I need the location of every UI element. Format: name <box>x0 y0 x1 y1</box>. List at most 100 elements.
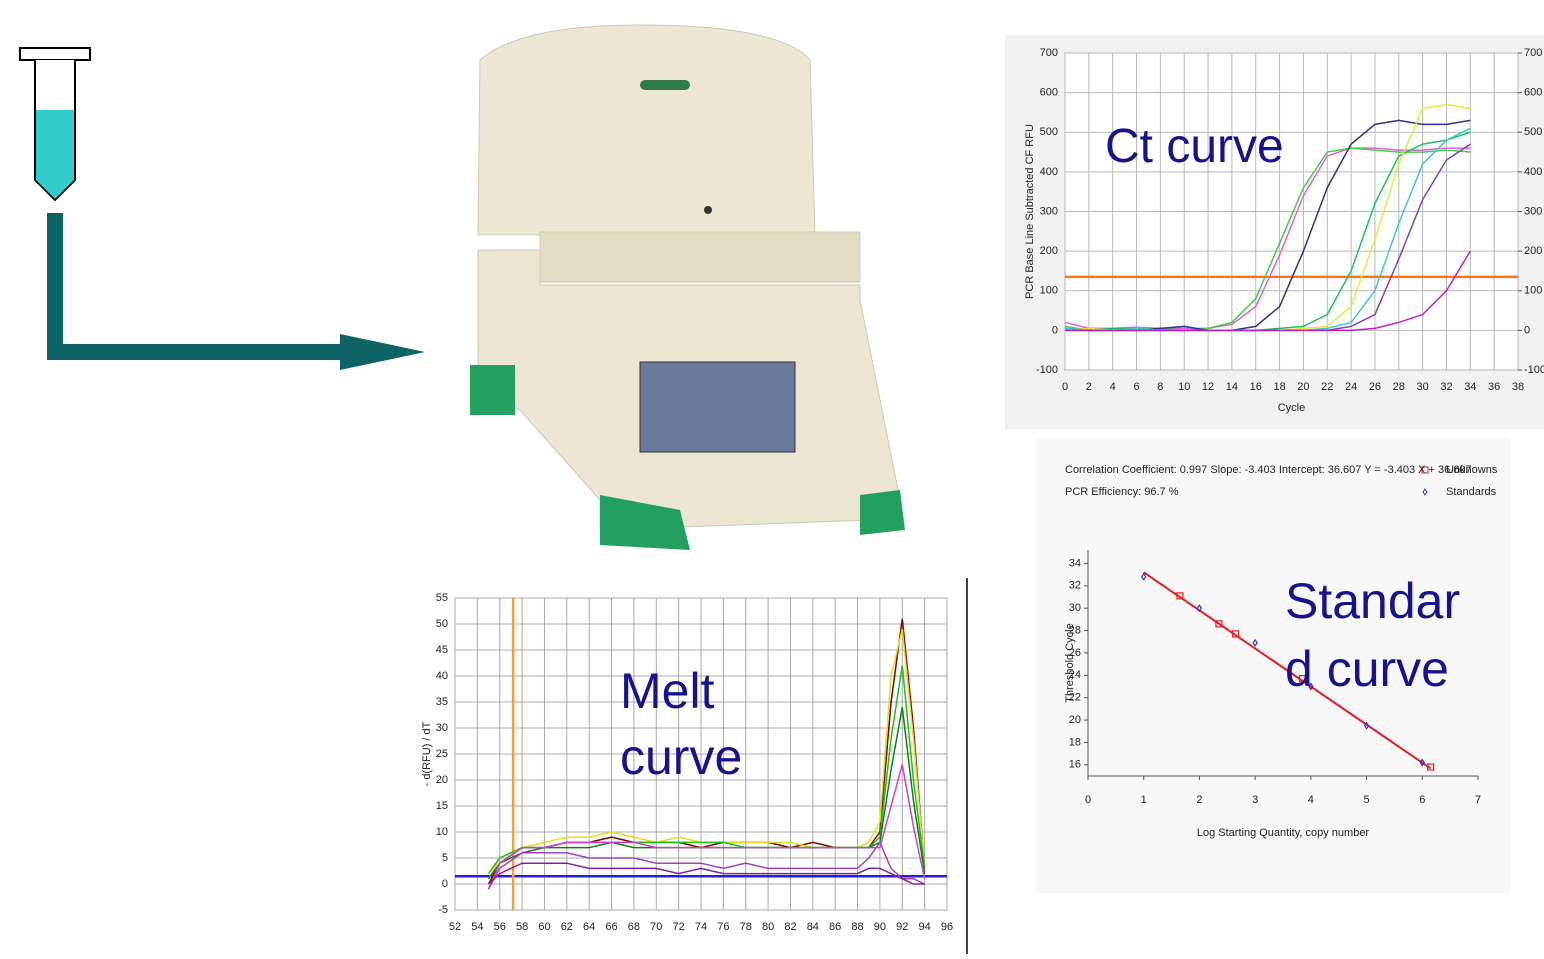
annotation: Melt <box>620 663 715 719</box>
y-tick-label: 35 <box>436 696 448 708</box>
tube-icon <box>20 48 90 200</box>
x-tick-label: 7 <box>1475 794 1481 806</box>
y2-tick-label: 600 <box>1524 87 1542 99</box>
y-axis-label: - d(RFU) / dT <box>421 721 433 786</box>
x-tick-label: 72 <box>673 921 685 933</box>
annotation: Ct curve <box>1105 120 1284 173</box>
x-tick-label: 20 <box>1297 381 1309 393</box>
y-axis-label: Threshold Cycle <box>1064 623 1076 702</box>
x-tick-label: 0 <box>1062 381 1068 393</box>
x-tick-label: 10 <box>1178 381 1190 393</box>
x-tick-label: 18 <box>1273 381 1285 393</box>
x-tick-label: 26 <box>1369 381 1381 393</box>
y-tick-label: 16 <box>1069 759 1081 771</box>
x-tick-label: 62 <box>561 921 573 933</box>
info-text: PCR Efficiency: 96.7 % <box>1065 486 1179 498</box>
x-tick-label: 74 <box>695 921 707 933</box>
x-tick-label: 92 <box>896 921 908 933</box>
x-tick-label: 2 <box>1086 381 1092 393</box>
x-tick-label: 84 <box>807 921 819 933</box>
x-tick-label: 88 <box>851 921 863 933</box>
x-tick-label: 36 <box>1488 381 1500 393</box>
y-tick-label: 5 <box>442 852 448 864</box>
annotation: curve <box>620 729 742 785</box>
x-tick-label: 2 <box>1196 794 1202 806</box>
x-tick-label: 52 <box>449 921 461 933</box>
y-tick-label: 0 <box>1052 324 1058 336</box>
y-tick-label: 400 <box>1040 166 1058 178</box>
x-tick-label: 90 <box>874 921 886 933</box>
x-tick-label: 86 <box>829 921 841 933</box>
y-tick-label: 30 <box>1069 602 1081 614</box>
x-tick-label: 66 <box>605 921 617 933</box>
x-tick-label: 12 <box>1202 381 1214 393</box>
y-tick-label: 20 <box>436 774 448 786</box>
y2-tick-label: 500 <box>1524 126 1542 138</box>
x-tick-label: 22 <box>1321 381 1333 393</box>
x-tick-label: 6 <box>1133 381 1139 393</box>
y2-tick-label: 0 <box>1524 324 1530 336</box>
y-tick-label: 300 <box>1040 205 1058 217</box>
y-tick-label: 40 <box>436 670 448 682</box>
x-axis-label: Log Starting Quantity, copy number <box>1197 827 1370 839</box>
x-tick-label: 14 <box>1226 381 1238 393</box>
y-tick-label: 600 <box>1040 87 1058 99</box>
slide: 02468101214161820222426283032343638-1000… <box>0 0 1544 954</box>
y-tick-label: 30 <box>436 722 448 734</box>
x-tick-label: 96 <box>941 921 953 933</box>
y-tick-label: 32 <box>1069 580 1081 592</box>
y2-tick-label: -100 <box>1524 364 1544 376</box>
x-tick-label: 64 <box>583 921 595 933</box>
x-tick-label: 78 <box>740 921 752 933</box>
y-tick-label: 0 <box>442 878 448 890</box>
y-tick-label: 15 <box>436 800 448 812</box>
x-tick-label: 30 <box>1417 381 1429 393</box>
y-tick-label: 10 <box>436 826 448 838</box>
y-tick-label: 20 <box>1069 714 1081 726</box>
x-tick-label: 4 <box>1110 381 1116 393</box>
arrow <box>55 213 425 370</box>
x-tick-label: 94 <box>919 921 931 933</box>
annotation: Standar <box>1285 573 1460 629</box>
y2-tick-label: 100 <box>1524 285 1542 297</box>
y-tick-label: 500 <box>1040 126 1058 138</box>
x-tick-label: 56 <box>494 921 506 933</box>
y-tick-label: 25 <box>436 748 448 760</box>
x-tick-label: 6 <box>1419 794 1425 806</box>
x-tick-label: 34 <box>1464 381 1476 393</box>
y2-tick-label: 400 <box>1524 166 1542 178</box>
x-tick-label: 70 <box>650 921 662 933</box>
y-tick-label: 55 <box>436 592 448 604</box>
y-tick-label: 34 <box>1069 557 1081 569</box>
y-tick-label: 45 <box>436 644 448 656</box>
annotation: d curve <box>1285 641 1449 697</box>
y-axis-label: PCR Base Line Subtracted CF RFU <box>1024 124 1036 299</box>
y-tick-label: 700 <box>1040 47 1058 59</box>
x-tick-label: 8 <box>1157 381 1163 393</box>
x-tick-label: 32 <box>1440 381 1452 393</box>
y2-tick-label: 200 <box>1524 245 1542 257</box>
info-text: Correlation Coefficient: 0.997 Slope: -3… <box>1065 464 1472 476</box>
x-tick-label: 38 <box>1512 381 1524 393</box>
x-tick-label: 80 <box>762 921 774 933</box>
x-tick-label: 4 <box>1308 794 1314 806</box>
y-tick-label: -100 <box>1036 364 1058 376</box>
y-tick-label: 100 <box>1040 285 1058 297</box>
x-tick-label: 82 <box>784 921 796 933</box>
x-tick-label: 58 <box>516 921 528 933</box>
y-tick-label: 200 <box>1040 245 1058 257</box>
x-tick-label: 24 <box>1345 381 1357 393</box>
legend-label: Standards <box>1446 486 1497 498</box>
x-tick-label: 5 <box>1364 794 1370 806</box>
y-tick-label: -5 <box>438 904 448 916</box>
pcr-instrument <box>470 25 905 550</box>
x-tick-label: 1 <box>1141 794 1147 806</box>
page: {"chart_data": [ {"type": "line", "annot… <box>0 0 1544 954</box>
x-tick-label: 3 <box>1252 794 1258 806</box>
x-tick-label: 76 <box>717 921 729 933</box>
y-tick-label: 18 <box>1069 736 1081 748</box>
x-tick-label: 0 <box>1085 794 1091 806</box>
x-tick-label: 54 <box>471 921 483 933</box>
x-tick-label: 60 <box>538 921 550 933</box>
y-tick-label: 50 <box>436 618 448 630</box>
